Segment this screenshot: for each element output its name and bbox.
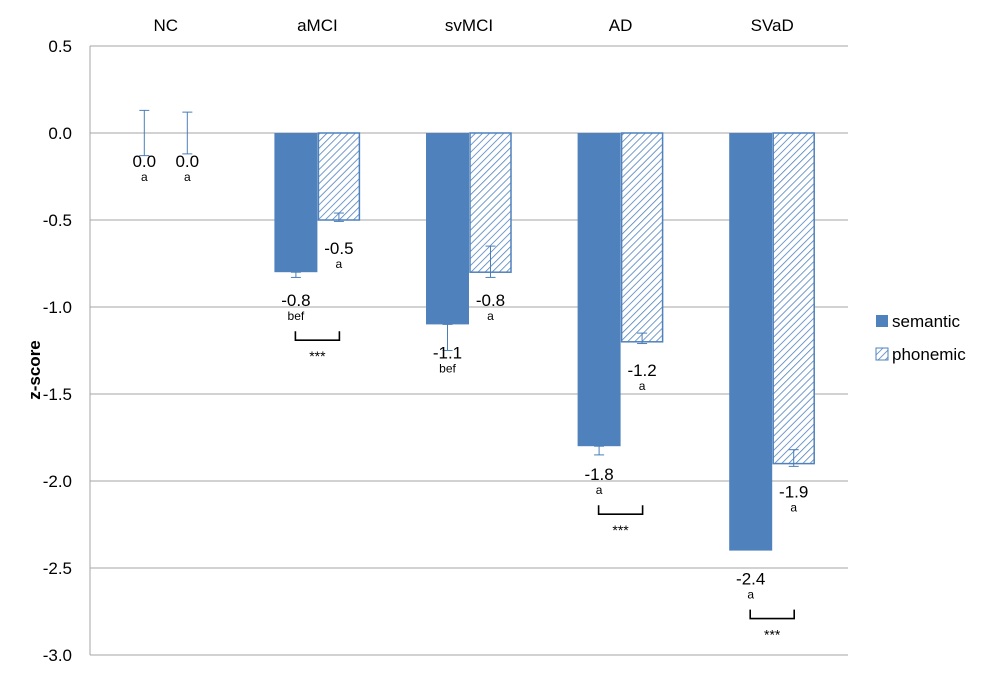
significance-letter: a — [596, 483, 603, 497]
y-tick-label: -1.5 — [43, 385, 72, 404]
bar-semantic — [729, 133, 773, 551]
category-label: aMCI — [297, 16, 338, 35]
y-tick-labels: 0.5 0.0 -0.5 -1.0 -1.5 -2.0 -2.5 -3.0 — [43, 37, 72, 665]
legend-label-semantic: semantic — [892, 312, 961, 331]
significance-bracket — [749, 609, 795, 620]
bar-semantic — [426, 133, 469, 325]
significance-stars: *** — [764, 627, 781, 643]
category-labels: NC aMCI svMCI AD SVaD — [154, 16, 794, 35]
data-label: -1.1 — [433, 343, 462, 362]
significance-letter: a — [141, 170, 148, 184]
significance-stars: *** — [612, 522, 629, 538]
bar-semantic — [577, 133, 621, 447]
significance-letter: bef — [288, 309, 305, 323]
data-label: -2.4 — [736, 570, 765, 589]
bar-semantic — [274, 133, 318, 273]
significance-letter: a — [487, 309, 494, 323]
gridlines — [89, 45, 848, 656]
significance-letter: a — [639, 379, 646, 393]
data-label: -1.2 — [627, 361, 656, 380]
category-label: AD — [609, 16, 633, 35]
data-labels: 0.0a-0.8bef-1.1bef-1.8a-2.4a0.0a-0.5a-0.… — [132, 152, 808, 602]
significance-bracket — [597, 505, 644, 515]
significance-brackets: *** *** *** — [294, 331, 795, 643]
category-label: svMCI — [445, 16, 493, 35]
legend-label-phonemic: phonemic — [892, 345, 966, 364]
significance-letter: bef — [439, 361, 456, 375]
significance-letter: a — [790, 501, 797, 515]
y-tick-label: -1.0 — [43, 298, 72, 317]
legend-swatch-semantic — [876, 315, 888, 327]
error-bars — [139, 109, 799, 467]
significance-letter: a — [184, 170, 191, 184]
significance-bracket — [294, 331, 341, 341]
y-tick-label: -2.5 — [43, 559, 72, 578]
bar-phonemic — [317, 132, 361, 221]
legend-swatch-phonemic — [875, 347, 889, 361]
y-tick-label: 0.0 — [48, 124, 72, 143]
significance-letter: a — [747, 588, 754, 602]
y-tick-label: 0.5 — [48, 37, 72, 56]
y-tick-label: -0.5 — [43, 211, 72, 230]
significance-stars: *** — [309, 348, 326, 364]
data-label: -0.8 — [476, 291, 505, 310]
data-label: 0.0 — [175, 152, 199, 171]
bars — [274, 132, 815, 551]
y-tick-label: -2.0 — [43, 472, 72, 491]
y-tick-label: -3.0 — [43, 646, 72, 665]
data-label: 0.0 — [132, 152, 156, 171]
data-label: -0.8 — [281, 291, 310, 310]
category-label: SVaD — [751, 16, 794, 35]
data-label: -1.8 — [584, 465, 613, 484]
data-label: -0.5 — [324, 239, 353, 258]
data-label: -1.9 — [779, 483, 808, 502]
y-axis-label: z-score — [25, 340, 44, 400]
bar-phonemic — [772, 132, 815, 465]
legend: semantic phonemic — [875, 312, 966, 364]
category-label: NC — [154, 16, 179, 35]
bar-phonemic — [620, 132, 664, 343]
significance-letter: a — [336, 257, 343, 271]
